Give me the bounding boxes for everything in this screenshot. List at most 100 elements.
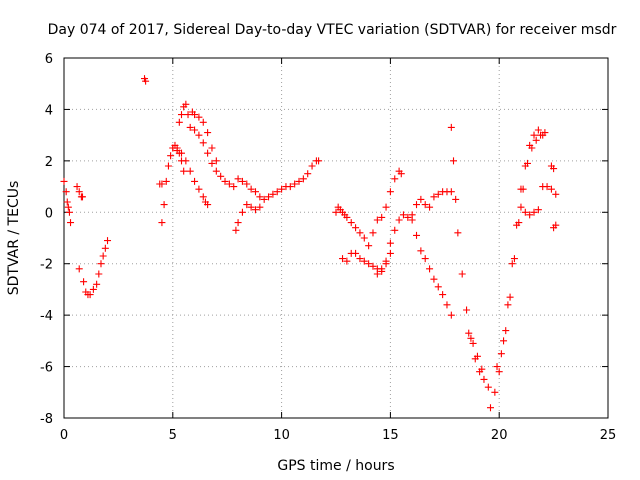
data-point [191, 177, 199, 185]
data-point [439, 291, 447, 299]
data-point [204, 129, 212, 137]
series-s8 [175, 100, 264, 201]
grid [64, 58, 608, 418]
data-point [382, 260, 390, 268]
data-point [508, 260, 516, 268]
data-point [434, 190, 442, 198]
data-point [369, 229, 377, 237]
data-point [186, 167, 194, 175]
data-point [62, 188, 70, 196]
data-point [339, 255, 347, 263]
data-point [160, 201, 168, 209]
y-tick-label: 6 [45, 52, 53, 67]
data-point [502, 327, 510, 335]
data-point [447, 188, 455, 196]
x-tick-label: 10 [273, 428, 290, 443]
data-point [458, 270, 466, 278]
data-point [523, 159, 531, 167]
data-point [273, 188, 281, 196]
data-point [365, 242, 373, 250]
data-point [230, 183, 238, 191]
data-point [251, 188, 259, 196]
data-point [443, 301, 451, 309]
data-point [225, 180, 233, 188]
data-point [142, 77, 150, 85]
data-point [497, 350, 505, 358]
data-point [158, 180, 166, 188]
data-point [532, 136, 540, 144]
data-point [184, 111, 192, 119]
data-point [547, 185, 555, 193]
data-point [478, 365, 486, 373]
data-point [89, 285, 97, 293]
y-tick-label: -4 [40, 309, 53, 324]
data-point [493, 363, 501, 371]
data-point [175, 118, 183, 126]
data-point [256, 203, 264, 211]
data-point [500, 337, 508, 345]
series-s15 [408, 216, 455, 319]
series-s9 [188, 108, 220, 165]
data-point [343, 213, 351, 221]
series-s11 [332, 167, 405, 250]
data-point [260, 195, 268, 203]
data-point [373, 216, 381, 224]
data-point [195, 113, 203, 121]
tick-labels: 0 5 10 15 20 25 -8 -6 -4 -2 0 2 4 6 [40, 52, 616, 443]
data-point [204, 149, 212, 157]
data-points [60, 75, 560, 412]
data-point [526, 211, 534, 219]
data-point [397, 170, 405, 178]
data-point [256, 193, 264, 201]
y-tick-label: 4 [45, 103, 53, 118]
data-point [528, 144, 536, 152]
data-point [550, 165, 558, 173]
data-point [356, 255, 364, 263]
data-point [97, 260, 105, 268]
data-point [391, 226, 399, 234]
data-point [469, 339, 477, 347]
data-point [247, 203, 255, 211]
data-point [64, 203, 72, 211]
data-point [408, 216, 416, 224]
x-axis-label: GPS time / hours [277, 458, 394, 474]
data-point [65, 208, 73, 216]
y-axis-label: SDTVAR / TECUs [6, 181, 22, 296]
data-point [169, 144, 177, 152]
axis-ticks [63, 57, 609, 419]
data-point [450, 157, 458, 165]
data-point [395, 216, 403, 224]
y-tick-label: -8 [40, 412, 53, 427]
data-point [75, 188, 83, 196]
data-point [530, 208, 538, 216]
data-point [360, 234, 368, 242]
series-s4 [141, 75, 150, 85]
data-point [178, 149, 186, 157]
data-point [158, 219, 166, 227]
data-point [382, 203, 390, 211]
data-point [352, 224, 360, 232]
data-point [104, 237, 112, 245]
data-point [265, 193, 273, 201]
data-point [234, 175, 242, 183]
data-point [550, 224, 558, 232]
data-point [434, 283, 442, 291]
data-point [413, 231, 421, 239]
data-point [421, 201, 429, 209]
data-point [369, 262, 377, 270]
x-tick-label: 20 [491, 428, 508, 443]
data-point [543, 183, 551, 191]
data-point [378, 267, 386, 275]
data-point [95, 270, 103, 278]
data-point [164, 162, 172, 170]
data-point [386, 249, 394, 257]
data-point [80, 278, 88, 286]
data-point [199, 193, 207, 201]
data-point [101, 244, 109, 252]
data-point [417, 195, 425, 203]
data-point [182, 157, 190, 165]
data-point [93, 280, 101, 288]
data-point [221, 177, 229, 185]
y-tick-label: -2 [40, 258, 53, 273]
